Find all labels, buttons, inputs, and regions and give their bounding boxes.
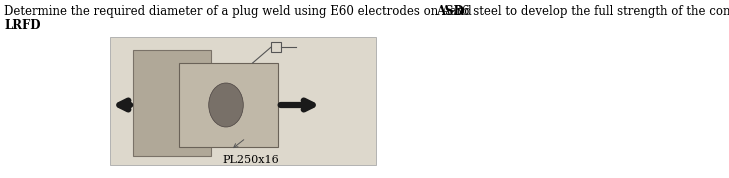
Text: .: . [17, 19, 21, 32]
Bar [133, 50, 211, 156]
Text: ASD: ASD [436, 5, 464, 18]
Ellipse shape [208, 83, 243, 127]
Bar [109, 37, 375, 165]
Text: LRFD: LRFD [4, 19, 41, 32]
Text: Determine the required diameter of a plug weld using E60 electrodes on A-36 stee: Determine the required diameter of a plu… [4, 5, 729, 18]
Text: PL250x16: PL250x16 [222, 155, 279, 165]
Bar [179, 63, 278, 147]
Bar [271, 42, 281, 52]
Text: and: and [446, 5, 472, 18]
